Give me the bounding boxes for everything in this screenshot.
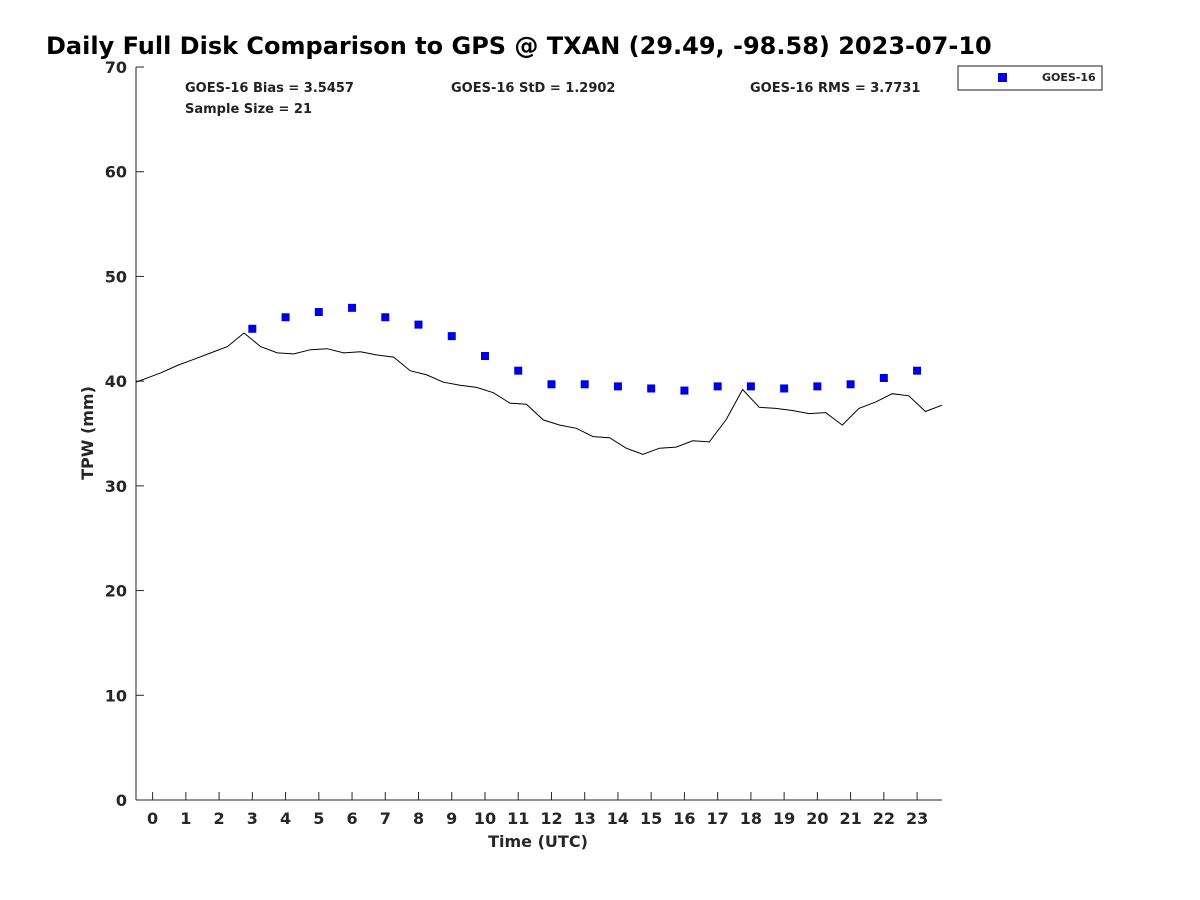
x-axis-label: Time (UTC) (488, 832, 588, 851)
x-tick-label: 16 (673, 809, 695, 828)
goes-16-point (913, 366, 922, 375)
rms-stat: GOES-16 RMS = 3.7731 (750, 81, 920, 96)
goes-16-point (647, 384, 656, 393)
y-tick-label: 50 (105, 267, 127, 286)
y-tick-label: 40 (105, 372, 127, 391)
chart-title: Daily Full Disk Comparison to GPS @ TXAN… (46, 32, 992, 60)
x-tick-label: 3 (247, 809, 258, 828)
std-stat: GOES-16 StD = 1.2902 (451, 81, 615, 96)
x-tick-label: 0 (147, 809, 158, 828)
x-tick-label: 1 (180, 809, 191, 828)
goes-16-point (580, 380, 589, 389)
bias-stat: GOES-16 Bias = 3.5457 (185, 81, 354, 96)
x-tick-label: 23 (906, 809, 928, 828)
goes-16-point (879, 374, 888, 383)
goes-16-point (248, 324, 257, 333)
goes-16-point (813, 382, 822, 391)
y-tick-label: 10 (105, 686, 127, 705)
y-tick-label: 20 (105, 582, 127, 601)
x-tick-label: 15 (640, 809, 662, 828)
legend: GOES-16 (957, 65, 1103, 91)
x-tick-label: 20 (806, 809, 828, 828)
goes-16-point (713, 382, 722, 391)
x-tick-label: 22 (873, 809, 895, 828)
goes-16-point (348, 303, 357, 312)
gps-series (135, 332, 943, 455)
goes-16-point (780, 384, 789, 393)
x-tick-label: 18 (740, 809, 762, 828)
x-tick-label: 13 (574, 809, 596, 828)
goes-16-point (381, 313, 390, 322)
x-tick-label: 5 (313, 809, 324, 828)
y-tick-label: 70 (105, 58, 127, 77)
goes-16-series (248, 303, 922, 395)
goes-16-point (414, 320, 423, 329)
goes-16-point (846, 380, 855, 389)
x-tick-label: 9 (446, 809, 457, 828)
x-tick-label: 14 (607, 809, 629, 828)
x-tick-label: 12 (540, 809, 562, 828)
legend-marker (998, 73, 1007, 82)
x-tick-label: 19 (773, 809, 795, 828)
goes-16-point (613, 382, 622, 391)
y-tick-label: 0 (116, 791, 127, 810)
x-tick-label: 4 (280, 809, 291, 828)
goes-16-point (480, 352, 489, 361)
legend-label: GOES-16 (1042, 71, 1096, 84)
goes-16-point (514, 366, 523, 375)
y-tick-label: 60 (105, 163, 127, 182)
goes-16-point (746, 382, 755, 391)
legend-box (957, 65, 1103, 91)
goes-16-point (680, 386, 689, 395)
gps-line (135, 332, 943, 455)
x-tick-label: 6 (346, 809, 357, 828)
x-tick-label: 11 (507, 809, 529, 828)
x-tick-label: 7 (380, 809, 391, 828)
y-tick-label: 30 (105, 477, 127, 496)
x-tick-label: 2 (214, 809, 225, 828)
goes-16-point (547, 380, 556, 389)
goes-16-point (281, 313, 290, 322)
sample-size-stat: Sample Size = 21 (185, 102, 312, 117)
goes-16-point (314, 308, 323, 317)
goes-16-point (447, 332, 456, 341)
x-tick-label: 17 (707, 809, 729, 828)
y-axis-label: TPW (mm) (78, 386, 97, 480)
x-tick-label: 21 (839, 809, 861, 828)
x-tick-label: 8 (413, 809, 424, 828)
x-tick-label: 10 (474, 809, 496, 828)
